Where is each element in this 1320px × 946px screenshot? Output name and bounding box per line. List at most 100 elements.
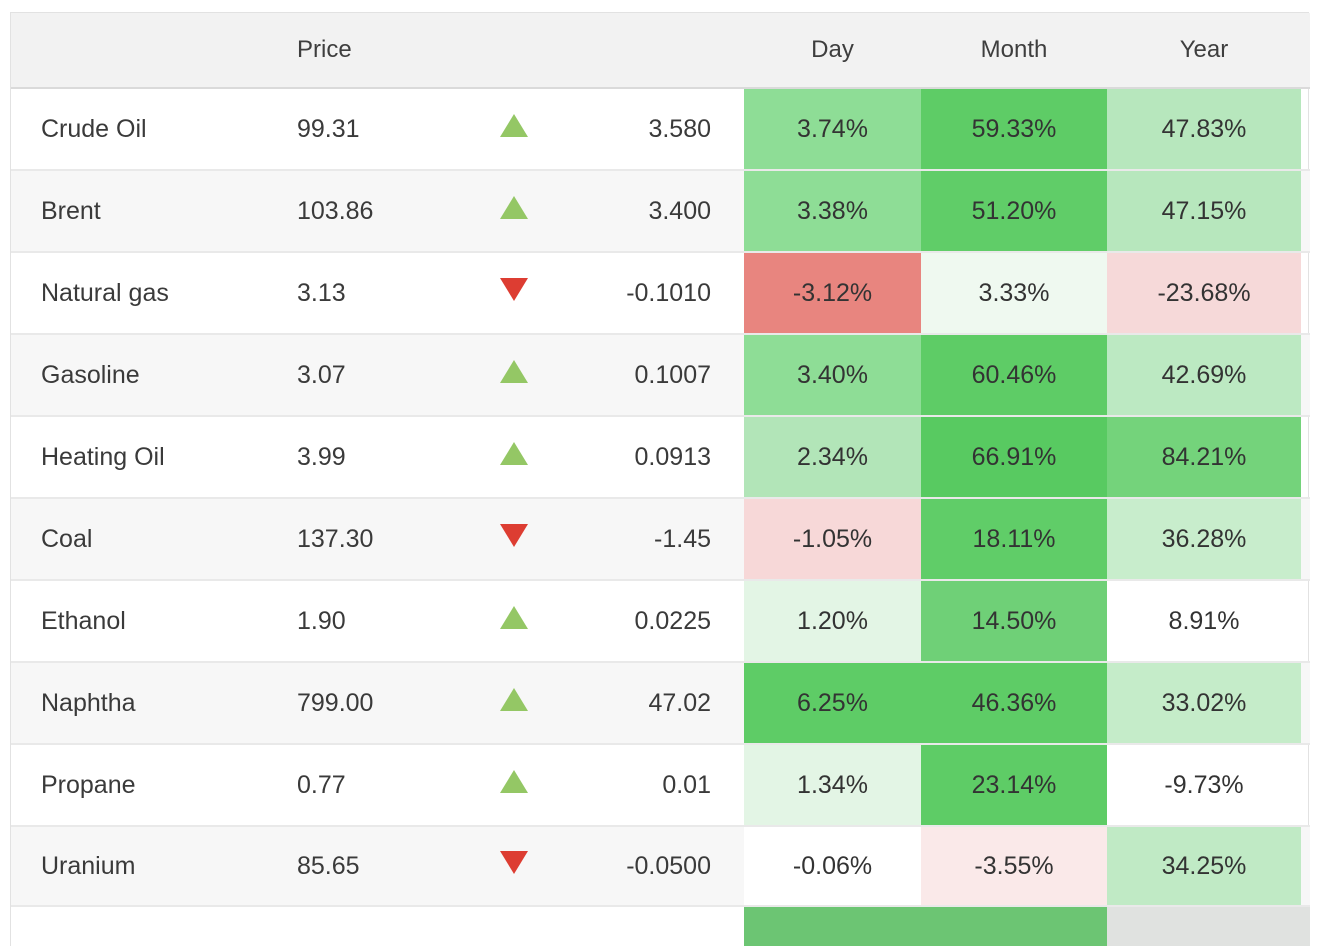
year-change-cell: 47.83% bbox=[1107, 88, 1301, 170]
change-value: 0.1007 bbox=[561, 333, 744, 416]
table-row: Crude Oil 99.31 3.580 3.74% 59.33% 47.83… bbox=[11, 88, 1310, 170]
change-value: -0.0500 bbox=[561, 825, 744, 906]
day-change-cell: 1.34% bbox=[744, 743, 921, 826]
commodity-name[interactable]: Crude Oil bbox=[41, 114, 147, 143]
month-change-cell: 18.11% bbox=[921, 497, 1107, 580]
year-change-cell bbox=[1107, 905, 1301, 946]
table-row: Heating Oil 3.99 0.0913 2.34% 66.91% 84.… bbox=[11, 415, 1310, 498]
commodities-table: Price Day Month Year Crude Oil 99.31 3.5… bbox=[10, 12, 1310, 946]
commodity-name[interactable]: Uranium bbox=[11, 825, 281, 906]
month-change-cell: 3.33% bbox=[921, 251, 1107, 334]
table-row: Propane 0.77 0.01 1.34% 23.14% -9.73% bbox=[11, 743, 1310, 826]
price-value: 85.65 bbox=[281, 825, 466, 906]
table-row: Gasoline 3.07 0.1007 3.40% 60.46% 42.69% bbox=[11, 333, 1310, 416]
commodity-name[interactable]: Brent bbox=[11, 169, 281, 252]
change-value: 3.580 bbox=[648, 114, 711, 143]
price-value: 3.99 bbox=[281, 415, 466, 498]
year-change-cell: 33.02% bbox=[1107, 661, 1301, 744]
change-value: -0.1010 bbox=[561, 251, 744, 334]
month-change-cell: -3.55% bbox=[921, 825, 1107, 906]
down-arrow-icon bbox=[499, 524, 528, 547]
partial-next-row bbox=[11, 905, 1310, 946]
commodity-name[interactable]: Ethanol bbox=[11, 579, 281, 662]
day-change-cell: 6.25% bbox=[744, 661, 921, 744]
change-value: 47.02 bbox=[561, 661, 744, 744]
price-value: 103.86 bbox=[281, 169, 466, 252]
day-change-cell: 3.40% bbox=[744, 333, 921, 416]
direction-cell bbox=[466, 579, 561, 662]
direction-cell bbox=[466, 661, 561, 744]
table-row: Naphtha 799.00 47.02 6.25% 46.36% 33.02% bbox=[11, 661, 1310, 744]
up-arrow-icon bbox=[499, 196, 528, 219]
col-header-price: Price bbox=[281, 13, 466, 89]
year-change-cell: 84.21% bbox=[1107, 415, 1301, 498]
price-value: 1.90 bbox=[281, 579, 466, 662]
table-row: Ethanol 1.90 0.0225 1.20% 14.50% 8.91% bbox=[11, 579, 1310, 662]
col-header-day: Day bbox=[744, 13, 921, 89]
table-row: Uranium 85.65 -0.0500 -0.06% -3.55% 34.2… bbox=[11, 825, 1310, 906]
commodity-name[interactable]: Gasoline bbox=[11, 333, 281, 416]
change-value: 0.0913 bbox=[561, 415, 744, 498]
row-filler bbox=[1301, 905, 1310, 946]
year-change-cell: 34.25% bbox=[1107, 825, 1301, 906]
row-filler bbox=[1301, 251, 1310, 334]
day-change-cell: 3.38% bbox=[744, 169, 921, 252]
header-row: Price Day Month Year bbox=[11, 13, 1310, 89]
col-header-year: Year bbox=[1107, 13, 1301, 89]
up-arrow-icon bbox=[499, 442, 528, 465]
price-value: 0.77 bbox=[281, 743, 466, 826]
commodity-name[interactable]: Propane bbox=[11, 743, 281, 826]
row-filler bbox=[1301, 825, 1310, 906]
direction-cell bbox=[466, 88, 561, 170]
change-value: 0.01 bbox=[561, 743, 744, 826]
row-filler bbox=[1301, 579, 1310, 662]
price-value: 799.00 bbox=[281, 661, 466, 744]
year-change-cell: 47.15% bbox=[1107, 169, 1301, 252]
month-change-cell: 60.46% bbox=[921, 333, 1107, 416]
year-change-cell: 8.91% bbox=[1107, 579, 1301, 662]
table-row: Natural gas 3.13 -0.1010 -3.12% 3.33% -2… bbox=[11, 251, 1310, 334]
day-change-cell bbox=[744, 905, 921, 946]
table-row: Coal 137.30 -1.45 -1.05% 18.11% 36.28% bbox=[11, 497, 1310, 580]
row-filler bbox=[1301, 88, 1310, 170]
commodity-name[interactable]: Natural gas bbox=[11, 251, 281, 334]
day-change-cell: -1.05% bbox=[744, 497, 921, 580]
col-header-month: Month bbox=[921, 13, 1107, 89]
month-change-cell: 46.36% bbox=[921, 661, 1107, 744]
day-change-cell: 3.74% bbox=[744, 88, 921, 170]
up-arrow-icon bbox=[499, 606, 528, 629]
commodity-name[interactable]: Heating Oil bbox=[11, 415, 281, 498]
month-change-cell: 59.33% bbox=[921, 88, 1107, 170]
commodity-name[interactable]: Naphtha bbox=[11, 661, 281, 744]
direction-cell bbox=[466, 743, 561, 826]
month-change-cell: 51.20% bbox=[921, 169, 1107, 252]
month-change-cell bbox=[921, 905, 1107, 946]
table-row: Brent 103.86 3.400 3.38% 51.20% 47.15% bbox=[11, 169, 1310, 252]
price-value: 99.31 bbox=[297, 114, 360, 143]
direction-cell bbox=[466, 251, 561, 334]
day-change-cell: -0.06% bbox=[744, 825, 921, 906]
up-arrow-icon bbox=[499, 114, 528, 137]
direction-cell bbox=[466, 497, 561, 580]
commodity-name[interactable]: Coal bbox=[11, 497, 281, 580]
row-filler bbox=[1301, 661, 1310, 744]
direction-cell bbox=[466, 825, 561, 906]
down-arrow-icon bbox=[499, 851, 528, 874]
change-value: 3.400 bbox=[561, 169, 744, 252]
row-filler bbox=[1301, 333, 1310, 416]
direction-cell bbox=[466, 415, 561, 498]
change-value: 0.0225 bbox=[561, 579, 744, 662]
change-value: -1.45 bbox=[561, 497, 744, 580]
year-change-cell: -23.68% bbox=[1107, 251, 1301, 334]
up-arrow-icon bbox=[499, 688, 528, 711]
up-arrow-icon bbox=[499, 360, 528, 383]
row-filler bbox=[1301, 743, 1310, 826]
day-change-cell: 1.20% bbox=[744, 579, 921, 662]
direction-cell bbox=[466, 333, 561, 416]
col-header-direction bbox=[466, 13, 561, 89]
col-header-commodity bbox=[11, 13, 281, 89]
down-arrow-icon bbox=[499, 278, 528, 301]
row-filler bbox=[1301, 169, 1310, 252]
row-filler bbox=[1301, 415, 1310, 498]
year-change-cell: 42.69% bbox=[1107, 333, 1301, 416]
